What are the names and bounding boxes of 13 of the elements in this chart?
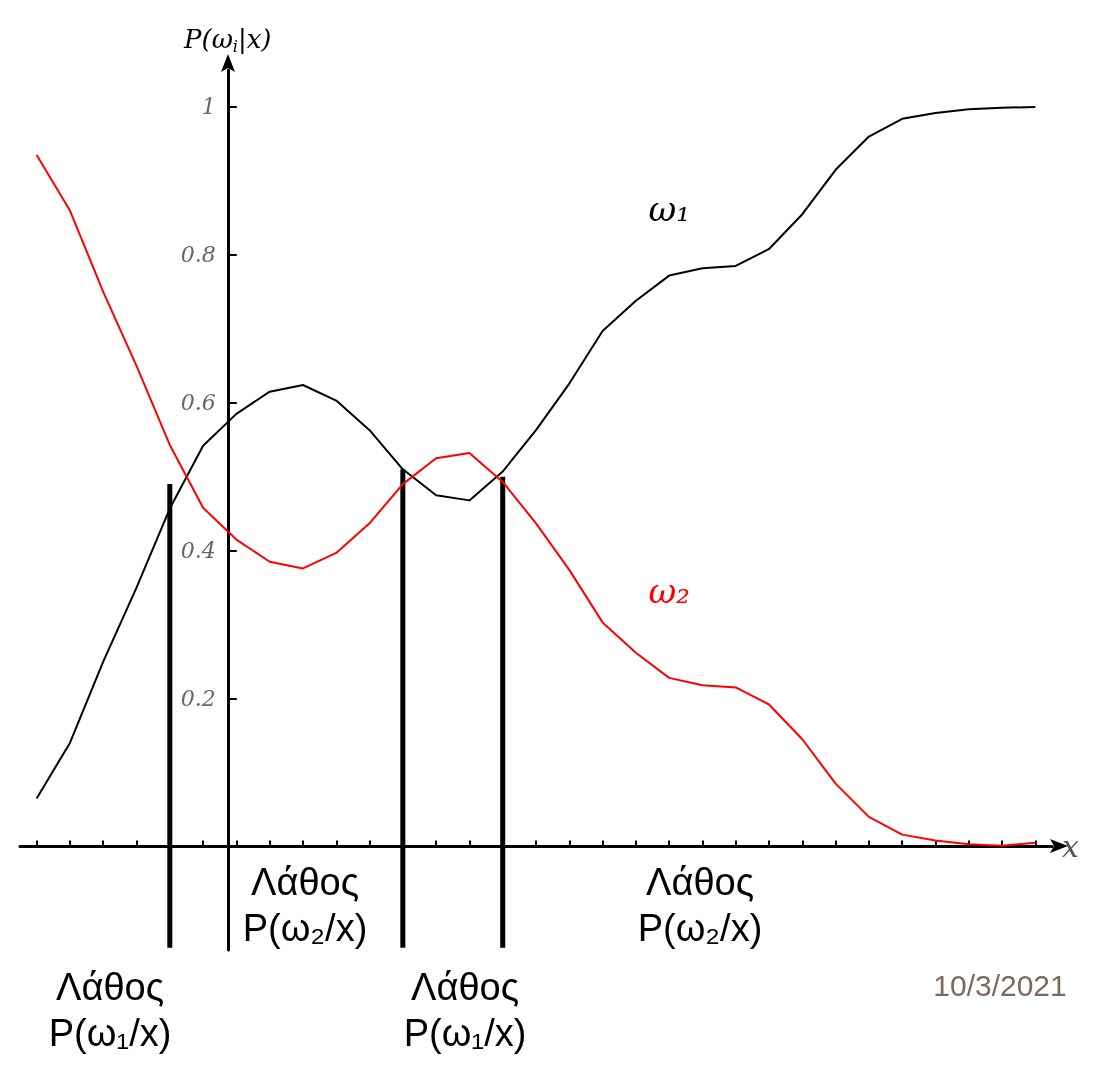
annotation: Λάθος P(ω₂/x): [242, 861, 368, 949]
y-tick-label: 0.2: [180, 686, 216, 712]
series-label: ω₂: [648, 570, 690, 611]
series-label: ω₁: [648, 188, 690, 229]
y-tick-label: 1: [201, 94, 216, 120]
x-axis-title: x: [1062, 828, 1079, 864]
text: Λάθος P(ω₁/x): [403, 966, 527, 1054]
text: Λάθος P(ω₁/x): [48, 966, 172, 1054]
text: 10/3/2021: [933, 968, 1067, 1002]
y-tick-label: 0.8: [180, 242, 216, 268]
annotation: Λάθος P(ω₂/x): [637, 861, 763, 949]
y-tick-label: 0.4: [180, 538, 216, 564]
y-tick-label: 0.6: [180, 390, 216, 416]
